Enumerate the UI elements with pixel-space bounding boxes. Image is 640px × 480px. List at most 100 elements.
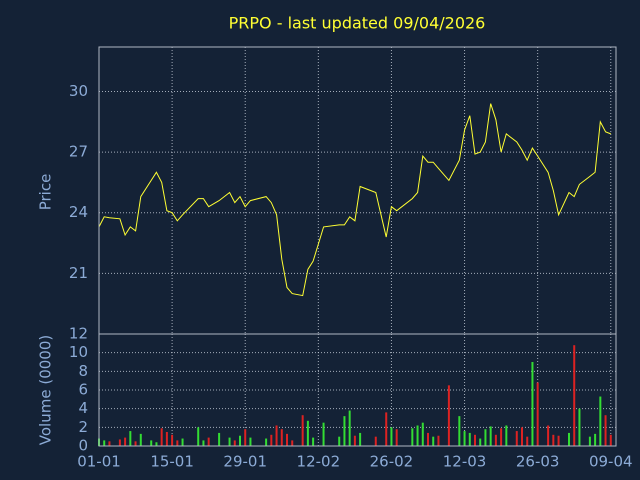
- volume-bar: [521, 427, 523, 446]
- volume-bar: [118, 439, 121, 446]
- volume-bar: [416, 425, 419, 446]
- volume-bar: [343, 416, 346, 446]
- volume-bar: [588, 436, 591, 446]
- x-tick-label: 26-02: [370, 453, 414, 471]
- x-tick-label: 29-01: [223, 453, 267, 471]
- x-tick-label: 12-02: [297, 453, 341, 471]
- volume-bar: [479, 438, 482, 446]
- volume-bar: [103, 440, 106, 446]
- volume-bar: [228, 437, 231, 446]
- volume-bar: [239, 435, 241, 446]
- volume-bar: [134, 441, 137, 446]
- volume-bar: [568, 432, 570, 446]
- volume-bar: [494, 434, 497, 446]
- volume-bar: [421, 422, 424, 446]
- volume-bar: [160, 428, 163, 446]
- x-tick-label: 12-03: [443, 453, 487, 471]
- volume-bar: [348, 410, 351, 446]
- volume-bar: [557, 435, 560, 446]
- x-tick-label: 09-04: [589, 453, 633, 471]
- volume-panel-border: [98, 333, 617, 447]
- volume-bar: [578, 408, 581, 446]
- volume-bar: [150, 440, 153, 446]
- volume-bar: [165, 432, 168, 446]
- x-tick-label: 26-03: [516, 453, 560, 471]
- volume-bar: [291, 440, 294, 446]
- y2-tick-label: 2: [78, 418, 88, 436]
- volume-bar: [312, 437, 315, 446]
- volume-bar: [124, 437, 127, 446]
- x-tick-label: 15-01: [150, 453, 194, 471]
- y-tick-label: 27: [69, 143, 88, 161]
- volume-bar: [286, 433, 288, 446]
- volume-bar: [599, 396, 602, 446]
- price-line: [98, 103, 611, 297]
- volume-bar: [531, 362, 534, 446]
- volume-bar: [374, 436, 377, 446]
- volume-bar: [171, 434, 174, 446]
- volume-bar: [338, 436, 341, 446]
- y-axis-label: Price: [37, 174, 55, 211]
- volume-bar: [129, 431, 132, 446]
- volume-bar: [275, 425, 278, 446]
- volume-bar: [489, 426, 492, 446]
- volume-bar: [594, 433, 597, 446]
- volume-bar: [218, 432, 221, 446]
- volume-bar: [301, 415, 304, 446]
- volume-bar: [468, 432, 471, 446]
- volume-bar: [526, 436, 529, 446]
- volume-bar: [458, 416, 461, 446]
- y2-tick-label: 12: [69, 325, 88, 343]
- volume-bar: [390, 427, 393, 446]
- volume-bar: [427, 432, 429, 446]
- volume-bar: [176, 440, 179, 446]
- volume-bar: [437, 435, 440, 446]
- volume-bar: [155, 442, 158, 446]
- y2-tick-label: 10: [69, 343, 88, 361]
- y2-tick-label: 8: [78, 362, 88, 380]
- y-tick-label: 30: [69, 82, 88, 100]
- volume-bar: [536, 382, 539, 446]
- volume-bar: [270, 434, 273, 446]
- price-panel-border: [98, 46, 617, 335]
- volume-bar: [573, 345, 576, 446]
- volume-bar: [552, 434, 555, 446]
- volume-bar: [233, 440, 236, 446]
- volume-bar: [108, 441, 111, 446]
- y2-tick-label: 0: [78, 437, 88, 455]
- volume-bar: [547, 425, 550, 446]
- y2-tick-label: 6: [78, 381, 88, 399]
- volume-bar: [280, 429, 283, 446]
- volume-bar: [322, 422, 325, 446]
- volume-bar: [604, 415, 607, 446]
- volume-bar: [202, 440, 205, 446]
- volume-bar: [447, 385, 450, 446]
- volume-bar: [395, 429, 398, 446]
- volume-bar: [359, 432, 362, 446]
- y2-axis-label: Volume (0000): [37, 335, 55, 445]
- x-tick-label: 01-01: [77, 453, 121, 471]
- volume-bar: [197, 427, 200, 446]
- volume-bar: [139, 433, 142, 446]
- volume-bar: [249, 437, 252, 446]
- volume-bar: [463, 431, 466, 446]
- volume-bar: [500, 428, 503, 446]
- volume-bar: [244, 429, 247, 446]
- volume-bar: [609, 434, 612, 446]
- y-tick-label: 21: [69, 264, 88, 282]
- chart-title: PRPO - last updated 09/04/2026: [229, 14, 486, 33]
- volume-bar: [515, 431, 518, 446]
- volume-bar: [265, 438, 268, 446]
- volume-bar: [411, 428, 414, 446]
- volume-bar: [474, 434, 476, 446]
- volume-bar: [306, 420, 309, 446]
- y-tick-label: 24: [69, 203, 88, 221]
- volume-bar: [385, 412, 388, 446]
- volume-bar: [181, 438, 184, 446]
- y2-tick-label: 4: [78, 399, 88, 417]
- volume-bar: [207, 437, 210, 446]
- volume-bar: [353, 435, 356, 446]
- volume-bar: [484, 429, 487, 446]
